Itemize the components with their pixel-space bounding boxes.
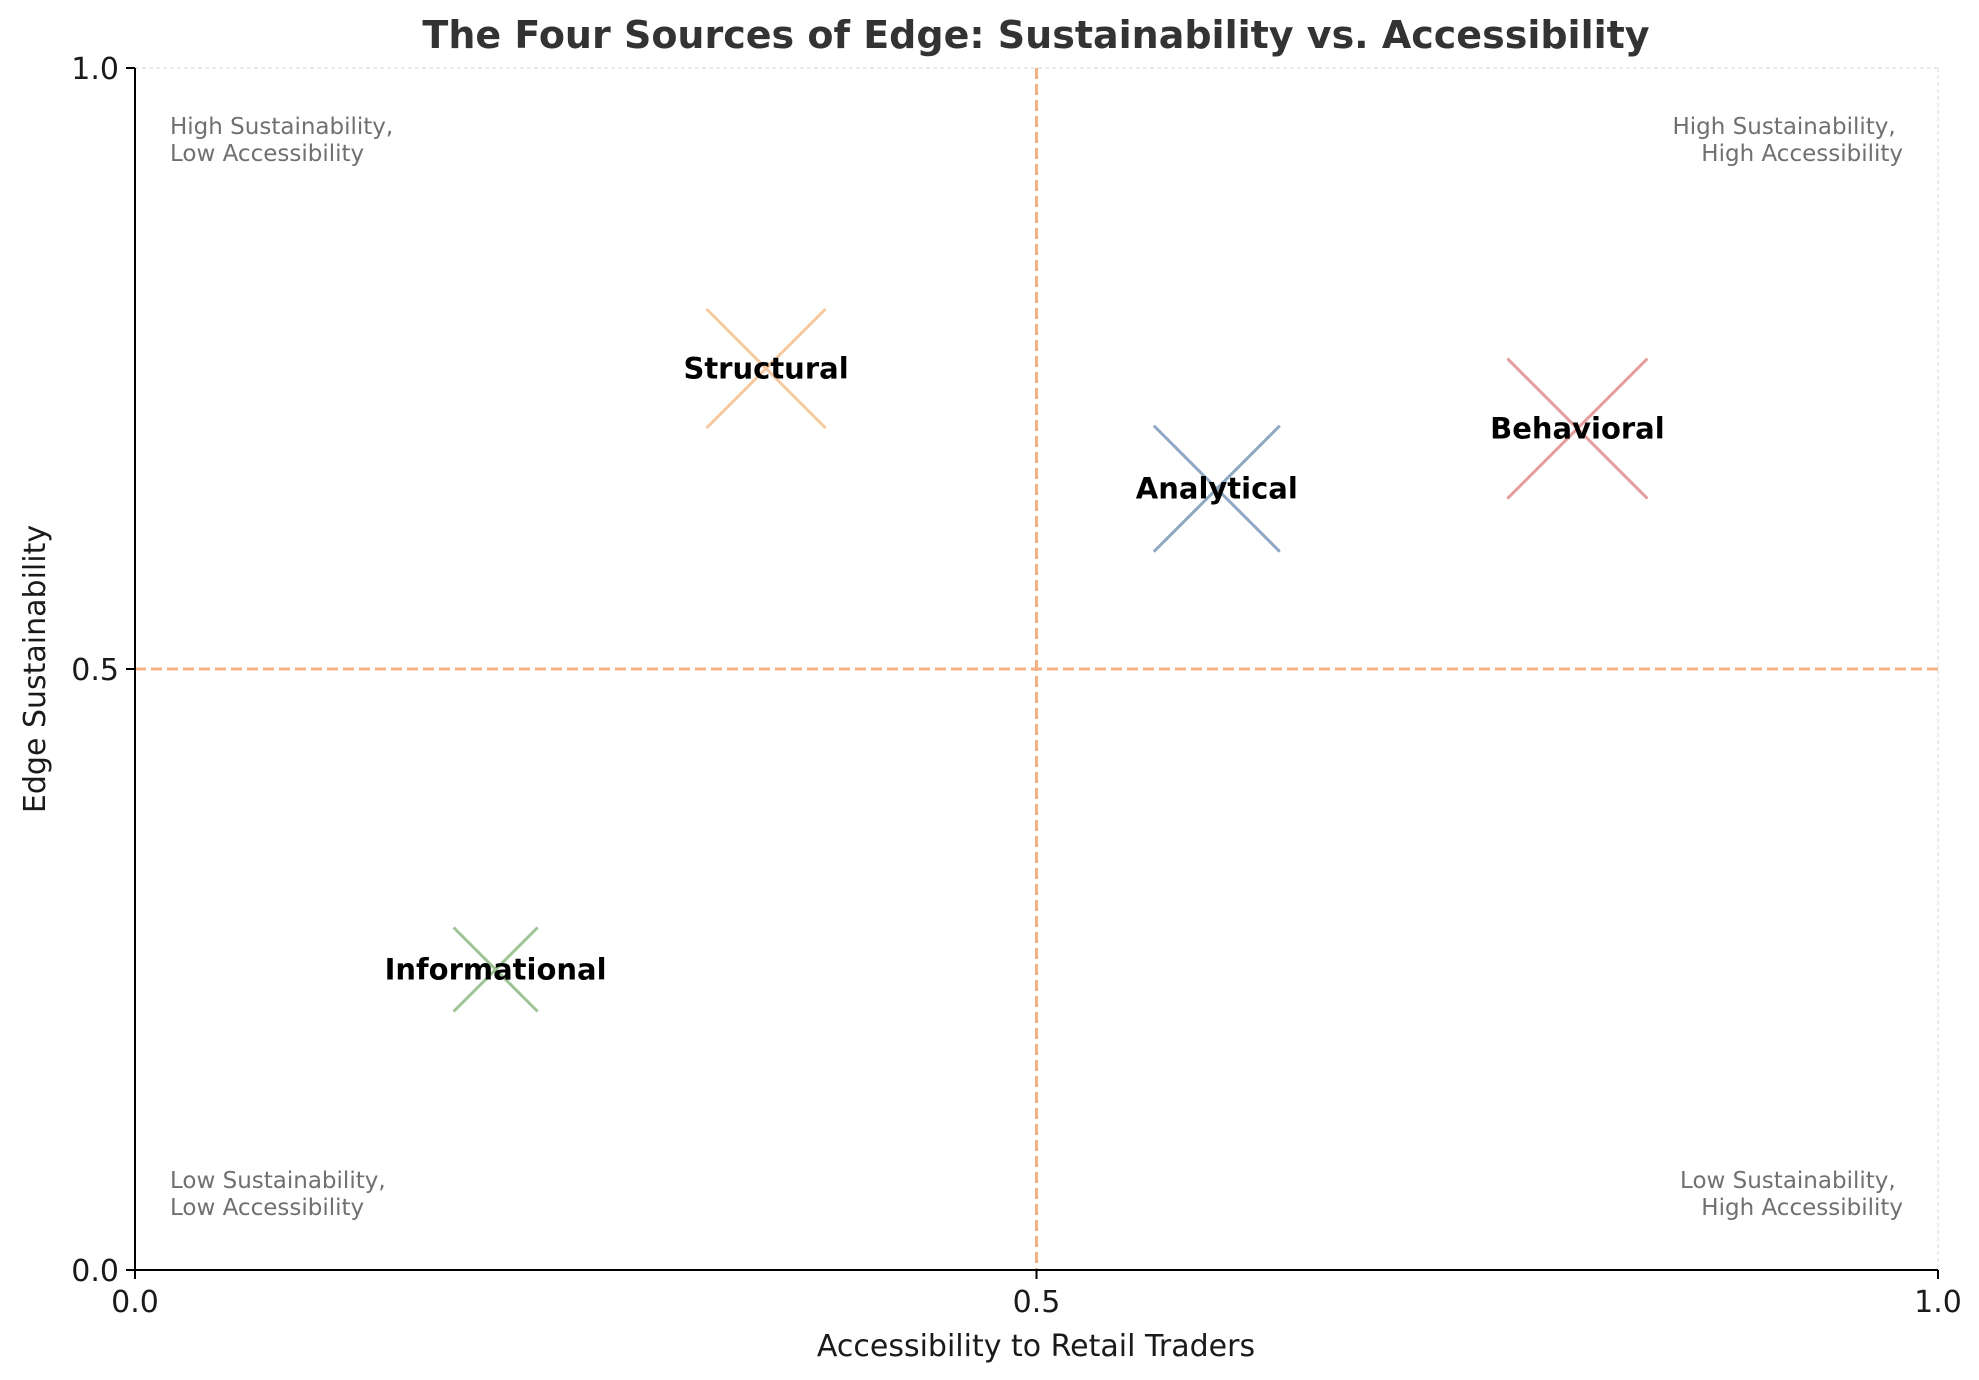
x-tick-label: 1.0 xyxy=(1914,1285,1962,1320)
y-tick-label: 0.0 xyxy=(71,1254,119,1289)
y-ticks: 0.0 0.5 1.0 xyxy=(71,52,135,1289)
quadrant-label-bottom-right-line1: Low Sustainability, xyxy=(1680,1168,1896,1194)
x-marker-stroke xyxy=(705,307,827,430)
quadrant-label-top-right: High Sustainability, High Accessibility xyxy=(1672,114,1903,167)
quadrant-label-top-left: High Sustainability, Low Accessibility xyxy=(170,114,401,167)
x-tick-label: 0.5 xyxy=(1013,1285,1061,1320)
point-label-analytical: Analytical xyxy=(1136,472,1298,506)
quadrant-label-top-left-line2: Low Accessibility xyxy=(170,141,364,167)
point-label-informational: Informational xyxy=(385,953,607,987)
data-points: Informational Structural Analytical Behavio… xyxy=(385,307,1665,1013)
point-label-behavioral: Behavioral xyxy=(1490,412,1665,446)
quadrant-label-bottom-right-line2: High Accessibility xyxy=(1701,1195,1903,1221)
x-axis-label: Accessibility to Retail Traders xyxy=(817,1329,1255,1364)
y-tick-label: 1.0 xyxy=(71,52,119,87)
x-ticks: 0.0 0.5 1.0 xyxy=(111,1270,1962,1320)
x-tick-label: 0.0 xyxy=(111,1285,159,1320)
data-point-behavioral: Behavioral xyxy=(1490,357,1665,500)
quadrant-label-top-right-line2: High Accessibility xyxy=(1701,141,1903,167)
x-marker-stroke xyxy=(1152,424,1281,553)
y-tick-label: 0.5 xyxy=(71,653,119,688)
y-axis-label: Edge Sustainability xyxy=(18,525,53,813)
quadrant-label-top-left-line1: High Sustainability, xyxy=(170,114,393,140)
quadrant-label-bottom-right: Low Sustainability, High Accessibility xyxy=(1680,1168,1903,1221)
quadrant-label-bottom-left-line2: Low Accessibility xyxy=(170,1195,364,1221)
data-point-informational: Informational xyxy=(385,926,607,1013)
quadrant-label-bottom-left-line1: Low Sustainability, xyxy=(170,1168,386,1194)
quadrant-label-bottom-left: Low Sustainability, Low Accessibility xyxy=(170,1168,393,1221)
data-point-structural: Structural xyxy=(683,307,849,430)
reference-lines xyxy=(135,68,1938,1270)
data-point-analytical: Analytical xyxy=(1136,424,1298,553)
x-marker-stroke xyxy=(452,926,539,1013)
quadrant-label-top-right-line1: High Sustainability, xyxy=(1672,114,1895,140)
x-marker-stroke xyxy=(1506,357,1649,500)
chart-title: The Four Sources of Edge: Sustainability… xyxy=(422,13,1649,57)
point-label-structural: Structural xyxy=(683,352,848,386)
